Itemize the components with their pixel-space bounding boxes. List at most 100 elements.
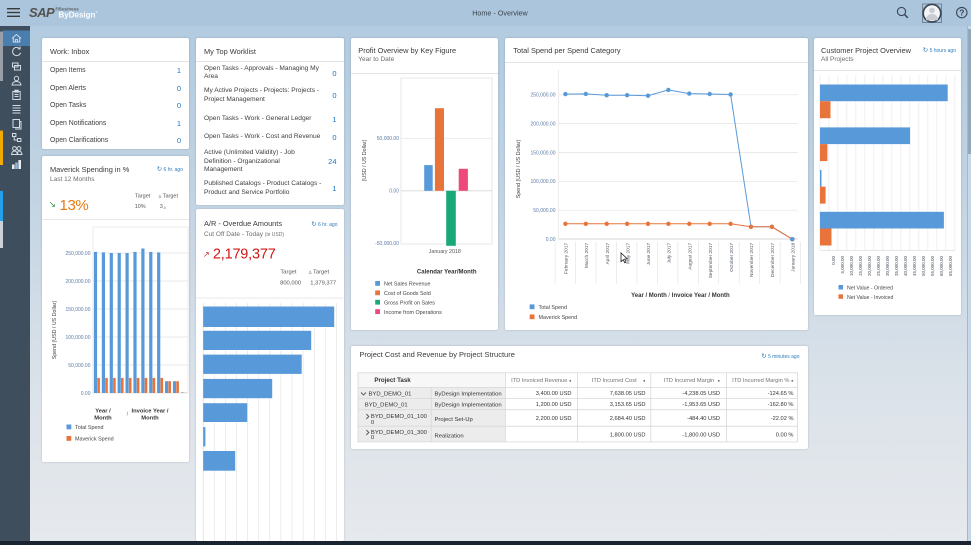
svg-text:20,000.00: 20,000.00	[867, 255, 872, 276]
svg-text:Gross Profit on Sales: Gross Profit on Sales	[384, 300, 435, 306]
svg-text:ByDesign´: ByDesign´	[59, 11, 99, 20]
svg-text:Total Spend: Total Spend	[538, 305, 566, 311]
svg-text:40,000.00: 40,000.00	[903, 255, 908, 276]
svg-text:Project Task: Project Task	[374, 377, 411, 384]
svg-text:0.00: 0.00	[831, 255, 836, 264]
svg-text:150,000.00: 150,000.00	[530, 150, 555, 156]
svg-text:ITD Incurred Margin ●: ITD Incurred Margin ●	[664, 378, 721, 384]
svg-text:Spend (USD / US Dollar): Spend (USD / US Dollar)	[52, 300, 58, 359]
svg-text:Net Value - Invoiced: Net Value - Invoiced	[847, 294, 893, 300]
svg-text:0: 0	[371, 434, 375, 440]
svg-text:Month: Month	[94, 416, 112, 422]
svg-text:June 2017: June 2017	[646, 242, 652, 265]
svg-text:SAP: SAP	[29, 5, 55, 20]
svg-text:50,000.00: 50,000.00	[68, 363, 90, 369]
svg-text:Calendar Year/Month: Calendar Year/Month	[417, 269, 477, 275]
svg-text:2,200.00 USD: 2,200.00 USD	[536, 416, 572, 422]
svg-text:-1,953.65 USD: -1,953.65 USD	[682, 401, 720, 407]
svg-text:0: 0	[371, 420, 375, 426]
svg-text:Total Spend: Total Spend	[75, 425, 103, 431]
svg-text:Home - Overview: Home - Overview	[472, 9, 528, 18]
svg-text:200,000.00: 200,000.00	[65, 279, 90, 285]
svg-text:January 2018: January 2018	[429, 249, 461, 255]
svg-text:BYD_DEMO_01_100: BYD_DEMO_01_100	[371, 414, 428, 420]
svg-text:↘: ↘	[49, 199, 56, 209]
svg-text:Net Value - Ordered: Net Value - Ordered	[847, 285, 893, 291]
svg-text:800,000: 800,000	[280, 281, 301, 287]
svg-text:-22.02 %: -22.02 %	[771, 416, 794, 422]
svg-text:November 2017: November 2017	[749, 242, 755, 276]
svg-text:May 2017: May 2017	[625, 242, 631, 263]
svg-text:-1,800.00 USD: -1,800.00 USD	[682, 432, 720, 438]
svg-text:2,684.40 USD: 2,684.40 USD	[610, 416, 646, 422]
svg-text:July 2017: July 2017	[666, 242, 672, 263]
svg-text:▵ Target: ▵ Target	[159, 193, 179, 199]
svg-text:30,000.00: 30,000.00	[885, 255, 890, 276]
svg-text:10%: 10%	[135, 204, 146, 210]
svg-text:45,000.00: 45,000.00	[912, 255, 917, 276]
svg-text:50,000.00: 50,000.00	[533, 208, 555, 214]
svg-text:April 2017: April 2017	[604, 242, 610, 264]
svg-text:-124.65 %: -124.65 %	[768, 390, 794, 396]
svg-text:?: ?	[959, 8, 964, 18]
svg-text:-484.40 USD: -484.40 USD	[687, 416, 720, 422]
svg-text:February 2017: February 2017	[563, 242, 569, 274]
svg-text:Year / Month / Invoice Year /: Year / Month / Invoice Year / Month	[631, 292, 730, 298]
svg-text:(USD / US Dollar): (USD / US Dollar)	[362, 139, 368, 181]
svg-text:BYD_DEMO_01_300: BYD_DEMO_01_300	[371, 430, 428, 436]
svg-text:ITD Invoiced Revenue ●: ITD Invoiced Revenue ●	[511, 378, 572, 384]
svg-text:25,000.00: 25,000.00	[876, 255, 881, 276]
svg-text:January 2018: January 2018	[790, 242, 796, 271]
svg-text:September 2017: September 2017	[707, 242, 713, 278]
svg-text:100,000.00: 100,000.00	[65, 335, 90, 341]
svg-text:1,800.00 USD: 1,800.00 USD	[610, 432, 646, 438]
svg-text:↗: ↗	[203, 250, 210, 259]
svg-text:-4,238.05 USD: -4,238.05 USD	[682, 390, 720, 396]
svg-text:13%: 13%	[60, 197, 89, 214]
svg-text:3,153.65 USD: 3,153.65 USD	[610, 401, 646, 407]
svg-text:Year /: Year /	[95, 409, 111, 415]
svg-text:250,000.00: 250,000.00	[65, 251, 90, 257]
svg-text:1,379,377: 1,379,377	[310, 281, 336, 287]
svg-text:Target: Target	[135, 193, 151, 199]
svg-text:Maverick Spend: Maverick Spend	[538, 315, 577, 321]
svg-text:0.00: 0.00	[81, 391, 91, 397]
svg-text:-162.80 %: -162.80 %	[768, 401, 794, 407]
svg-text:50,000.00: 50,000.00	[921, 255, 926, 276]
svg-text:October 2017: October 2017	[728, 242, 734, 271]
svg-text:250,000.00: 250,000.00	[530, 92, 555, 98]
svg-text:Month: Month	[141, 416, 159, 422]
svg-text:BYD_DEMO_01: BYD_DEMO_01	[365, 402, 408, 408]
svg-text:2,179,377: 2,179,377	[213, 247, 276, 263]
svg-text:0.00: 0.00	[545, 236, 555, 242]
svg-text:December 2017: December 2017	[770, 242, 776, 276]
svg-text:3,400.00 USD: 3,400.00 USD	[536, 390, 572, 396]
svg-text:Realization: Realization	[435, 433, 464, 439]
svg-text:ByDesign Implementation: ByDesign Implementation	[435, 402, 502, 408]
svg-text:10,000.00: 10,000.00	[849, 255, 854, 276]
svg-text:Target: Target	[280, 269, 297, 275]
svg-text:100,000.00: 100,000.00	[530, 179, 555, 185]
svg-text:150,000.00: 150,000.00	[65, 307, 90, 313]
svg-text:Income from Operations: Income from Operations	[384, 309, 442, 315]
svg-text:60,000.00: 60,000.00	[939, 255, 944, 276]
svg-text:1,200.00 USD: 1,200.00 USD	[536, 401, 572, 407]
svg-text:50,000.00: 50,000.00	[377, 136, 399, 142]
svg-text:7,638.05 USD: 7,638.05 USD	[610, 390, 646, 396]
svg-text:-50,000.00: -50,000.00	[375, 241, 399, 247]
svg-text:0.00 %: 0.00 %	[776, 432, 794, 438]
svg-text:/: /	[127, 412, 129, 418]
svg-text:5,000.00: 5,000.00	[840, 255, 845, 273]
svg-text:0.00: 0.00	[389, 188, 399, 194]
svg-text:ITD Incurred Margin % ●: ITD Incurred Margin % ●	[732, 378, 794, 384]
svg-text:Maverick Spend: Maverick Spend	[75, 437, 114, 443]
svg-text:March 2017: March 2017	[584, 242, 590, 268]
svg-text:ITD Incurred Cost ●: ITD Incurred Cost ●	[592, 378, 646, 384]
svg-text:65,000.00: 65,000.00	[948, 255, 953, 276]
svg-text:Spend (USD / US Dollar): Spend (USD / US Dollar)	[516, 139, 522, 198]
svg-text:Project Set-Up: Project Set-Up	[435, 416, 474, 422]
svg-text:Cost of Goods Sold: Cost of Goods Sold	[384, 291, 431, 297]
svg-text:15,000.00: 15,000.00	[858, 255, 863, 276]
svg-text:3.0: 3.0	[160, 204, 166, 210]
svg-text:55,000.00: 55,000.00	[930, 255, 935, 276]
